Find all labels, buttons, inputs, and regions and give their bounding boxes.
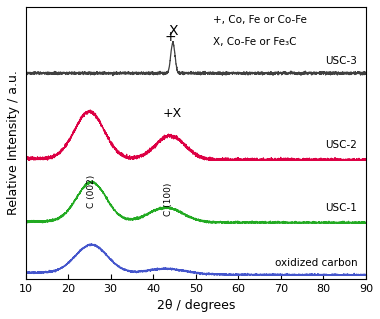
X-axis label: 2θ / degrees: 2θ / degrees (157, 299, 235, 312)
Text: USC-1: USC-1 (326, 203, 358, 212)
Text: +X: +X (163, 107, 182, 120)
Y-axis label: Relative Intensity / a.u.: Relative Intensity / a.u. (7, 70, 20, 215)
Text: +: + (165, 30, 176, 44)
Text: USC-3: USC-3 (326, 56, 358, 66)
Text: +, Co, Fe or Co-Fe: +, Co, Fe or Co-Fe (213, 15, 307, 25)
Text: C (100): C (100) (163, 182, 173, 216)
Text: X, Co-Fe or Fe₃C: X, Co-Fe or Fe₃C (213, 37, 296, 47)
Text: oxidized carbon: oxidized carbon (275, 258, 358, 268)
Text: X: X (169, 24, 178, 38)
Text: USC-2: USC-2 (326, 140, 358, 150)
Text: C (002): C (002) (87, 174, 96, 208)
